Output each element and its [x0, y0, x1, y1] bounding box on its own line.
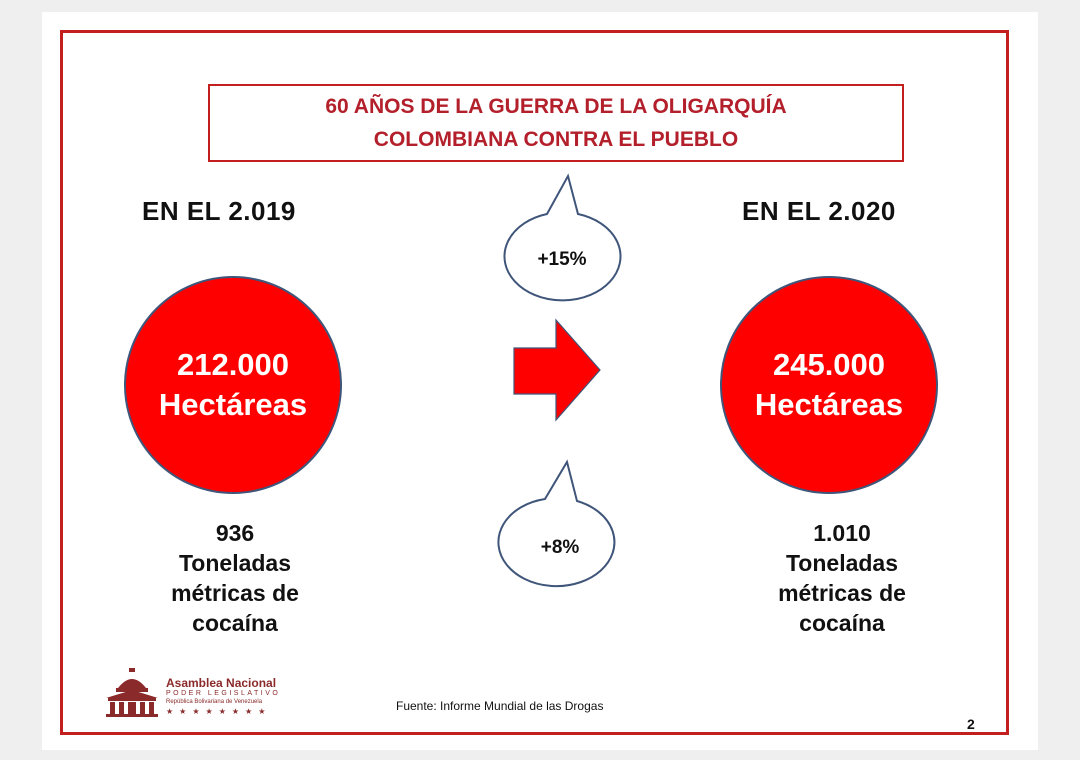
- assembly-logo: Asamblea Nacional PODER LEGISLATIVO Repú…: [104, 668, 314, 720]
- source-note: Fuente: Informe Mundial de las Drogas: [396, 699, 604, 713]
- year-label-2020: EN EL 2.020: [742, 196, 896, 226]
- logo-stars: ★★★★★★★★: [166, 707, 272, 716]
- tons-line-1-2019: Toneladas: [178, 550, 292, 576]
- hectares-circle-2019: 212.000 Hectáreas: [124, 276, 342, 494]
- hectares-value-2019: 212.000: [176, 347, 290, 382]
- tons-line-2-2019: métricas de: [171, 580, 299, 606]
- hectares-value-2020: 245.000: [772, 347, 886, 382]
- tons-block-2020: 1.010 Toneladas métricas de cocaína: [727, 518, 957, 638]
- logo-subtitle: PODER LEGISLATIVO: [166, 690, 281, 697]
- speech-bubble-icon: [497, 459, 616, 588]
- title-line-2: COLOMBIANA CONTRA EL PUEBLO: [373, 128, 739, 151]
- tons-line-2-2020: métricas de: [778, 580, 906, 606]
- title-box: 60 AÑOS DE LA GUERRA DE LA OLIGARQUÍA CO…: [208, 84, 904, 162]
- hectares-circle-2020: 245.000 Hectáreas: [720, 276, 938, 494]
- tons-line-3-2020: cocaína: [799, 610, 885, 636]
- hectares-change-label: +15%: [537, 249, 586, 270]
- tons-line-1-2020: Toneladas: [785, 550, 899, 576]
- title-line-1: 60 AÑOS DE LA GUERRA DE LA OLIGARQUÍA: [325, 95, 787, 118]
- tons-value-2019: 936: [215, 520, 255, 546]
- tons-change-label: +8%: [541, 537, 580, 558]
- capitol-building-icon: [106, 668, 158, 717]
- year-label-2019: EN EL 2.019: [142, 196, 296, 226]
- page-number: 2: [967, 716, 975, 732]
- tons-line-3-2019: cocaína: [192, 610, 278, 636]
- right-arrow-icon: [513, 318, 601, 422]
- speech-bubble-icon: [503, 173, 622, 302]
- tons-block-2019: 936 Toneladas métricas de cocaína: [120, 518, 350, 638]
- logo-subtitle-country: República Bolivariana de Venezuela: [166, 699, 263, 705]
- tons-value-2020: 1.010: [813, 520, 871, 546]
- hectares-unit-2020: Hectáreas: [754, 387, 904, 422]
- logo-name: Asamblea Nacional: [166, 676, 277, 690]
- slide-frame: [60, 30, 1009, 735]
- hectares-unit-2019: Hectáreas: [158, 387, 308, 422]
